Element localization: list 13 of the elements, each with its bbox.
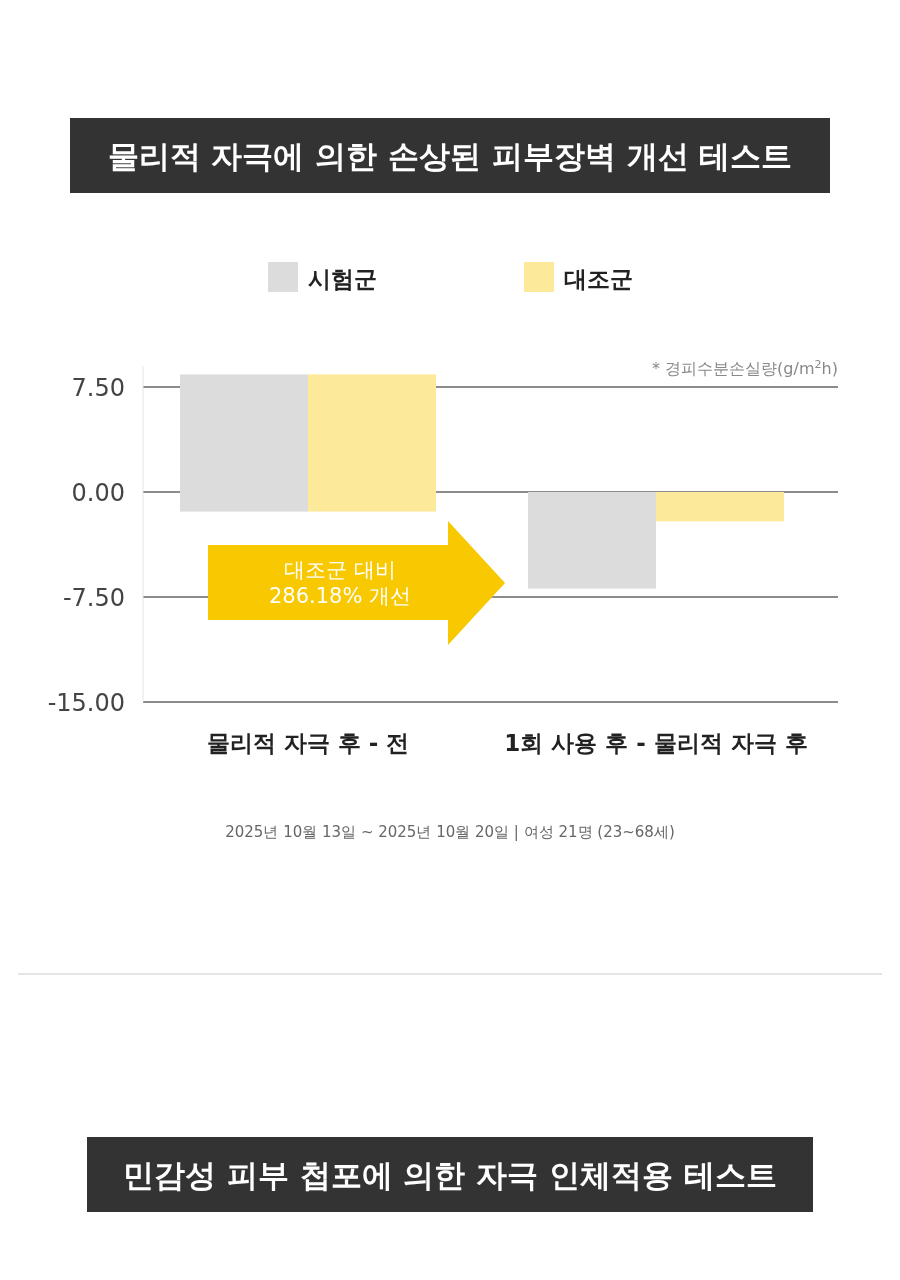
y-tick-label: -15.00	[47, 689, 125, 717]
y-tick-label: 7.50	[71, 374, 125, 402]
y-tick-label: -7.50	[62, 584, 125, 612]
legend-label: 시험군	[308, 266, 377, 292]
legend-label: 대조군	[564, 266, 633, 292]
text: 민감성 피부 첩포에 의한 자극 인체적용 테스트	[123, 1157, 777, 1193]
annotation: 대조군 대비 286.18% 개선	[268, 557, 412, 609]
chart-title: 물리적 자극에 의한 손상된 피부장벽 개선 테스트	[107, 138, 793, 174]
x-tick-label: 1회 사용 후 - 물리적 자극 후	[504, 730, 808, 756]
y-tick-label: 0.00	[71, 479, 125, 507]
x-tick-label: 물리적 자극 후 - 전	[206, 730, 410, 756]
text: 2025년 10월 13일 ~ 2025년 10월 20일 | 여성 21명 (23~68세)	[225, 823, 675, 841]
y-axis-title: * 경피수분손실량(g/m$^{2}$h)	[652, 357, 838, 378]
